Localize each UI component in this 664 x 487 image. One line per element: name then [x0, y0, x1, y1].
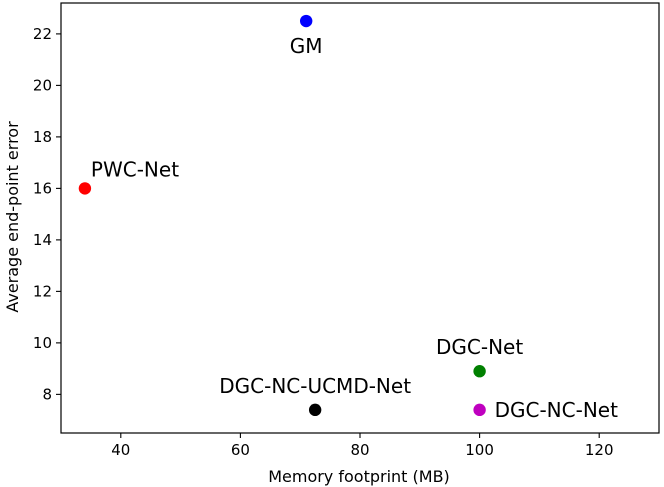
y-tick-label-8: 8: [42, 385, 52, 403]
point-dgc-nc-ucmd-net: [308, 403, 322, 417]
x-tick-label-120: 120: [585, 441, 614, 459]
point-label-pwc-net: PWC-Net: [91, 157, 179, 181]
y-tick-label-22: 22: [33, 25, 52, 43]
x-tick-label-40: 40: [111, 441, 130, 459]
point-label-dgc-nc-ucmd-net: DGC-NC-UCMD-Net: [219, 374, 411, 398]
point-dgc-nc-net: [473, 403, 486, 417]
y-axis-label: Average end-point error: [3, 121, 22, 313]
y-tick-label-18: 18: [33, 128, 52, 146]
ticks: 40 60 80 100 120 8 10 12 14 16 18 20 22: [33, 25, 614, 459]
data-points: [78, 14, 486, 417]
x-axis-label: Memory footprint (MB): [268, 467, 450, 486]
axes: [60, 2, 660, 434]
y-tick-label-12: 12: [33, 282, 52, 300]
y-tick-label-20: 20: [33, 76, 52, 94]
point-dgc-net: [473, 365, 486, 378]
x-tick-label-80: 80: [350, 441, 369, 459]
point-labels: GM PWC-Net DGC-Net DGC-NC-UCMD-Net DGC-NC-Ne…: [91, 34, 618, 422]
y-tick-label-14: 14: [33, 231, 52, 249]
y-tick-label-10: 10: [33, 334, 52, 352]
point-label-dgc-net: DGC-Net: [436, 335, 523, 359]
plot-frame: [60, 2, 660, 434]
x-tick-label-60: 60: [231, 441, 250, 459]
point-pwc-net: [78, 182, 92, 195]
point-label-dgc-nc-net: DGC-NC-Net: [495, 398, 618, 422]
x-tick-label-100: 100: [465, 441, 494, 459]
point-gm: [299, 14, 313, 28]
point-label-gm: GM: [290, 34, 323, 58]
y-tick-label-16: 16: [33, 179, 52, 197]
